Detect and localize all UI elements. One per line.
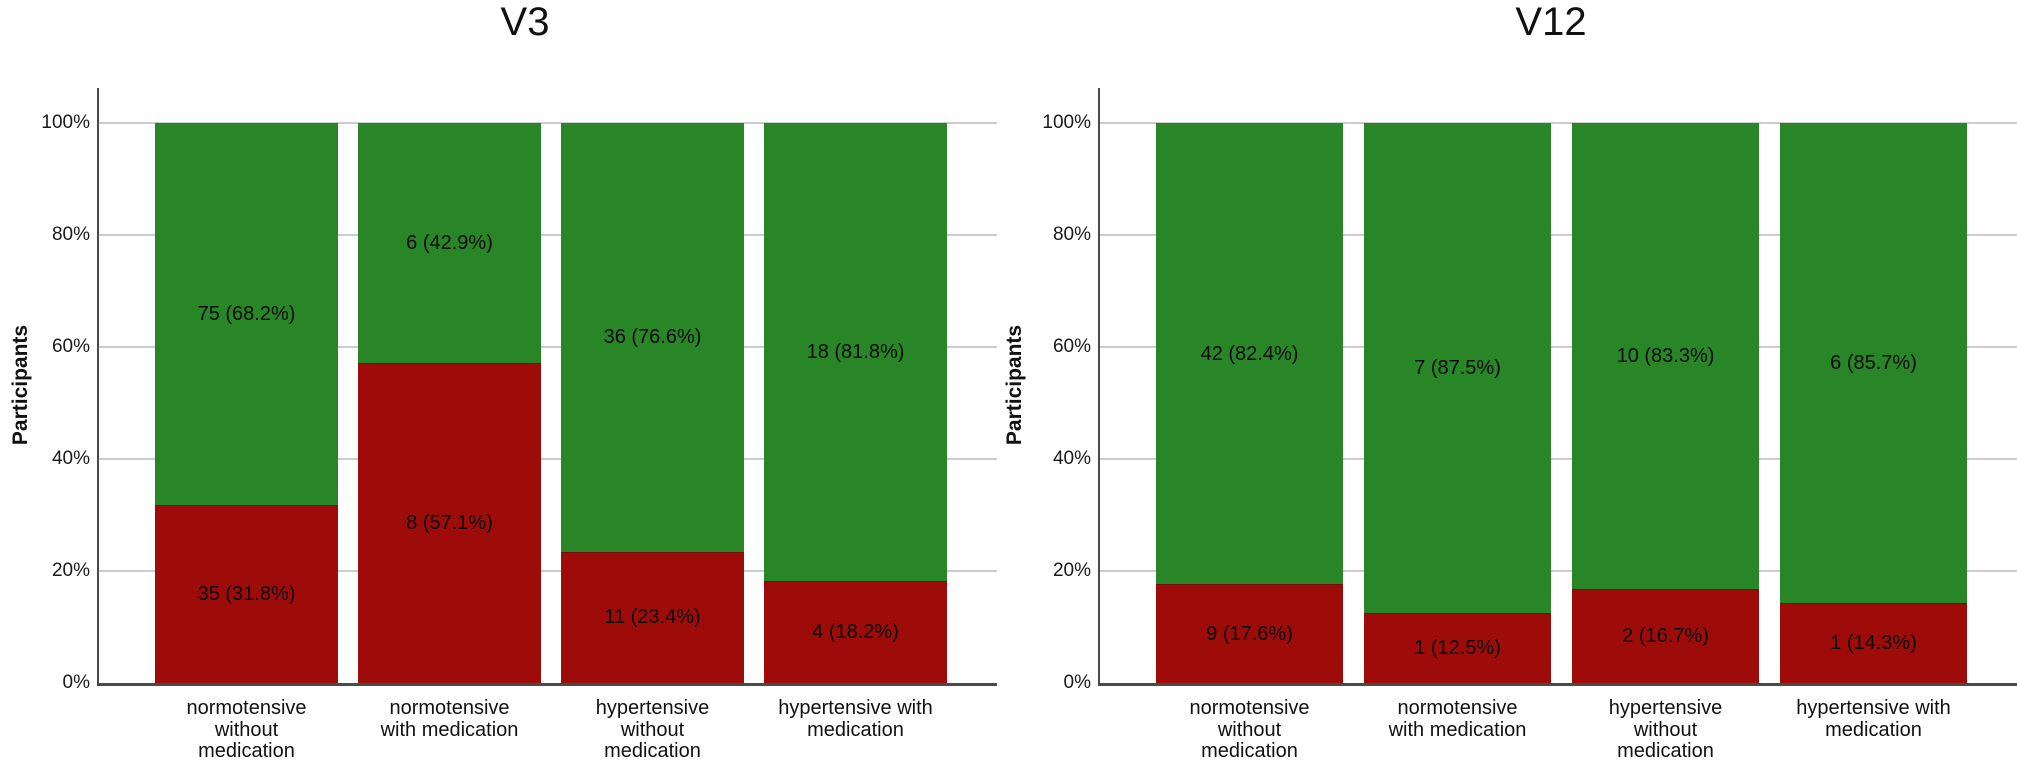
bar-segment-red	[358, 363, 541, 684]
bar-value-label: 42 (82.4%)	[1200, 342, 1299, 365]
chart-title: V3	[500, 0, 550, 44]
x-category-label: normotensive with medication	[380, 697, 519, 741]
bar-segment-green	[764, 123, 947, 582]
y-tick-label: 0%	[1063, 672, 1091, 693]
x-axis-line	[97, 683, 997, 686]
bar-segment-green	[561, 123, 744, 552]
chart-v12: V12 Participants 0% 20% 40% 60% 80% 100% 9 (17…	[1003, 0, 2017, 765]
y-tick-label: 20%	[1052, 560, 1091, 581]
y-axis-line	[97, 88, 99, 683]
y-tick-label: 0%	[62, 672, 90, 693]
bar-value-label: 18 (81.8%)	[806, 341, 905, 364]
bar-segment-green	[1364, 123, 1551, 613]
gridline	[99, 346, 997, 348]
x-axis-line	[1098, 683, 2017, 686]
gridline	[1100, 346, 2017, 348]
bar-value-label: 6 (85.7%)	[1830, 351, 1917, 374]
plot-area: 0% 20% 40% 60% 80% 100% 9 (17.6%) 42 (82.4%) nor…	[1008, 0, 2017, 765]
bar-value-label: 36 (76.6%)	[603, 326, 702, 349]
bar-segment-green	[155, 123, 338, 505]
gridline	[1100, 234, 2017, 236]
y-axis-line	[1098, 88, 1100, 683]
x-category-label: hypertensive without medication	[1608, 697, 1723, 762]
gridline	[1100, 122, 2017, 124]
x-category-label: hypertensive without medication	[595, 697, 710, 762]
bar-segment-green	[1780, 123, 1967, 603]
y-tick-label: 60%	[51, 336, 90, 357]
bar-value-label: 6 (42.9%)	[406, 232, 493, 255]
x-category-label: normotensive with medication	[1388, 697, 1527, 741]
gridline	[1100, 570, 2017, 572]
bar-segment-green	[1156, 123, 1343, 585]
bar-value-label: 11 (23.4%)	[604, 606, 701, 629]
bar-value-label: 2 (16.7%)	[1622, 625, 1709, 648]
bar-value-label: 10 (83.3%)	[1616, 345, 1715, 368]
gridline	[1100, 458, 2017, 460]
y-tick-label: 20%	[51, 560, 90, 581]
bar-segment-red	[561, 551, 744, 684]
bar-value-label: 8 (57.1%)	[406, 512, 493, 535]
y-tick-label: 100%	[1042, 112, 1091, 133]
bar-segment-red	[764, 581, 947, 684]
bar-value-label: 1 (14.3%)	[1830, 631, 1917, 654]
gridline	[99, 122, 997, 124]
gridline	[99, 234, 997, 236]
bar-value-label: 9 (17.6%)	[1206, 622, 1293, 645]
x-category-label: normotensive without medication	[186, 697, 307, 762]
y-tick-label: 40%	[1052, 448, 1091, 469]
x-category-label: normotensive without medication	[1189, 697, 1310, 762]
y-tick-label: 60%	[1052, 336, 1091, 357]
bar-segment-red	[1364, 613, 1551, 684]
bar-value-label: 75 (68.2%)	[197, 302, 296, 325]
gridline	[99, 570, 997, 572]
x-category-label: hypertensive with medication	[1796, 697, 1951, 741]
bar-segment-red	[155, 504, 338, 684]
y-tick-label: 100%	[41, 112, 90, 133]
bar-segment-green	[358, 123, 541, 364]
bar-segment-green	[1572, 123, 1759, 590]
chart-v3: V3 Participants 0% 20% 40% 60% 80% 100% 35 (31…	[0, 0, 1008, 765]
bar-value-label: 7 (87.5%)	[1414, 357, 1501, 379]
bar-segment-red	[1156, 584, 1343, 684]
bar-value-label: 35 (31.8%)	[197, 582, 296, 605]
gridline	[99, 458, 997, 460]
bar-value-label: 1 (12.5%)	[1414, 637, 1501, 659]
bar-segment-red	[1780, 602, 1967, 684]
y-tick-label: 80%	[1052, 224, 1091, 245]
y-tick-label: 40%	[51, 448, 90, 469]
chart-title: V12	[1515, 0, 1587, 44]
y-tick-label: 80%	[51, 224, 90, 245]
plot-area: 0% 20% 40% 60% 80% 100% 35 (31.8%) 75 (68.2%) no…	[0, 0, 1008, 765]
bar-value-label: 4 (18.2%)	[812, 621, 899, 644]
bar-segment-red	[1572, 589, 1759, 684]
x-category-label: hypertensive with medication	[778, 697, 933, 741]
